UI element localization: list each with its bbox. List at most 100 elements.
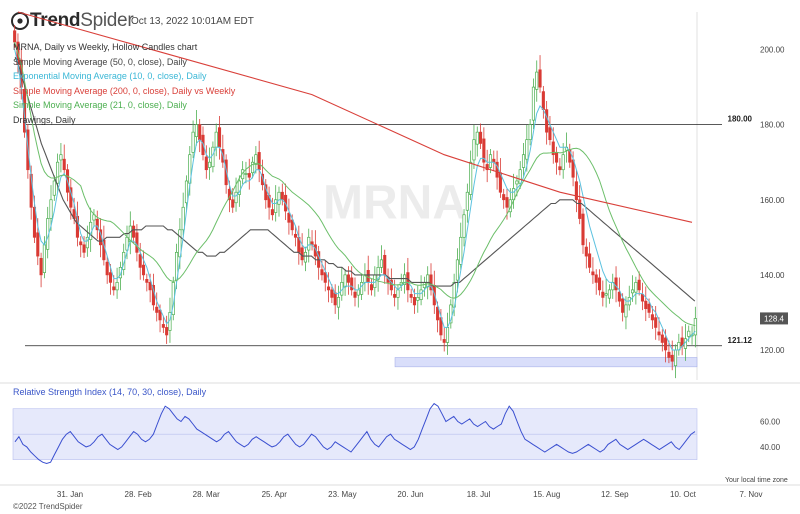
candle-body <box>647 303 651 313</box>
candle-body <box>270 209 274 216</box>
x-tick-label: 28. Feb <box>125 490 153 499</box>
candle-body <box>132 225 136 238</box>
candle-body <box>360 282 364 295</box>
candle-body <box>330 289 334 298</box>
candle-body <box>333 292 337 306</box>
candle-body <box>204 156 208 171</box>
candle-body <box>531 86 535 121</box>
candle-body <box>356 289 360 296</box>
y-tick-label: 200.00 <box>760 46 785 55</box>
candle-body <box>350 277 354 291</box>
candle-body <box>442 339 446 343</box>
candle-body <box>640 294 645 302</box>
candle-body <box>426 274 430 288</box>
candle-body <box>303 251 307 263</box>
candle-body <box>436 306 440 321</box>
candle-body <box>469 161 473 195</box>
indicator-item[interactable]: MRNA, Daily vs Weekly, Hollow Candles ch… <box>13 42 198 52</box>
candle-body <box>535 71 539 90</box>
candle-body <box>588 253 592 268</box>
y-tick-label: 160.00 <box>760 196 785 205</box>
candle-body <box>664 337 668 351</box>
candle-body <box>82 244 86 253</box>
candle-body <box>479 131 483 144</box>
candle-body <box>290 219 294 231</box>
brand-light: Spider <box>80 10 134 31</box>
candle-body <box>634 282 638 293</box>
candle-body <box>138 254 142 268</box>
candle-body <box>145 279 149 283</box>
indicator-item[interactable]: Simple Moving Average (21, 0, close), Da… <box>13 100 187 110</box>
candle-body <box>406 272 410 291</box>
candle-body <box>445 327 450 343</box>
rsi-tick-label: 60.00 <box>760 417 781 426</box>
candle-body <box>667 351 671 358</box>
candle-body <box>353 291 357 298</box>
candle-body <box>525 139 529 160</box>
candle-body <box>419 289 423 300</box>
candle-body <box>56 161 60 184</box>
candle-body <box>49 199 53 219</box>
candle-body <box>346 274 350 283</box>
candle-body <box>323 272 327 283</box>
candle-body <box>459 236 463 265</box>
candle-body <box>274 199 278 213</box>
support-zone <box>394 357 698 368</box>
candle-body <box>650 314 654 321</box>
candle-body <box>654 317 658 328</box>
candle-body <box>95 218 99 231</box>
candle-body <box>393 294 397 298</box>
candle-body <box>561 154 565 171</box>
candle-body <box>548 127 552 141</box>
last-price-tag <box>760 312 788 325</box>
candle-body <box>369 284 374 291</box>
candle-body <box>320 269 324 276</box>
candle-body <box>39 257 43 276</box>
candle-body <box>528 124 532 141</box>
candle-body <box>343 274 347 288</box>
level-label: 121.12 <box>728 336 753 345</box>
candle-body <box>115 282 119 291</box>
candle-body <box>614 277 618 291</box>
candle-body <box>558 166 562 171</box>
candle-body <box>79 241 83 246</box>
candle-body <box>336 297 341 308</box>
candle-body <box>277 191 281 205</box>
indicator-item[interactable]: Simple Moving Average (50, 0, close), Da… <box>13 56 187 67</box>
candle-body <box>670 354 674 362</box>
candle-body <box>194 124 198 138</box>
candle-body <box>502 194 506 201</box>
timezone-note: Your local time zone <box>725 477 788 484</box>
candle-body <box>62 158 66 171</box>
indicator-item[interactable]: Drawings, Daily <box>13 114 76 125</box>
candle-body <box>59 154 63 161</box>
candle-body <box>389 279 393 291</box>
indicator-item[interactable]: Simple Moving Average (200, 0, close), D… <box>13 85 236 96</box>
candle-body <box>594 274 598 283</box>
candle-body <box>158 309 162 321</box>
y-tick-label: 120.00 <box>760 346 785 355</box>
level-label: 180.00 <box>728 115 753 124</box>
candle-body <box>637 279 641 291</box>
indicator-item[interactable]: Exponential Moving Average (10, 0, close… <box>13 71 207 81</box>
x-tick-label: 18. Jul <box>467 490 491 499</box>
candle-body <box>287 212 291 223</box>
candle-body <box>327 286 331 291</box>
candle-body <box>254 154 258 165</box>
x-tick-label: 28. Mar <box>193 490 220 499</box>
candle-body <box>36 232 40 257</box>
x-tick-label: 10. Oct <box>670 490 697 499</box>
candle-body <box>237 180 241 195</box>
candle-body <box>597 277 602 291</box>
candle-body <box>482 138 486 163</box>
candle-body <box>541 91 545 110</box>
candle-body <box>376 266 380 280</box>
candle-body <box>108 272 113 283</box>
candle-body <box>257 152 261 171</box>
candle-body <box>551 141 555 156</box>
copyright-footer: ©2022 TrendSpider <box>13 502 83 511</box>
candle-body <box>211 146 215 168</box>
x-tick-label: 31. Jan <box>57 490 83 499</box>
candle-body <box>574 181 578 201</box>
